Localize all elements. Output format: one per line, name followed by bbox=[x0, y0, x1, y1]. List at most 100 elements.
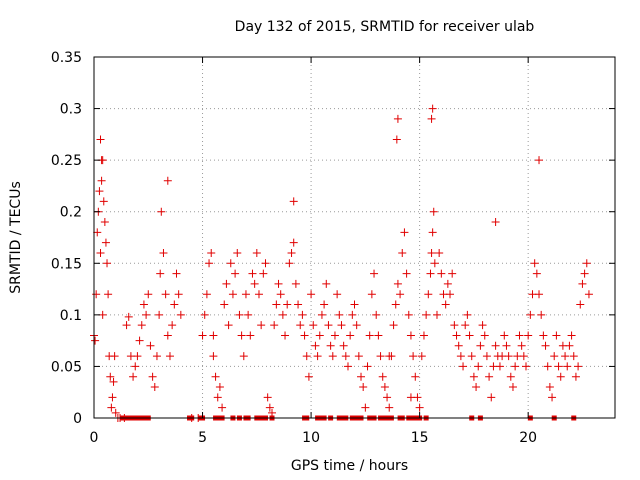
axis-tick-labels: 0 0.05 0.1 0.15 0.2 0.25 0.3 0.35 0 5 10 15 20 bbox=[51, 50, 537, 446]
y-axis-label: SRMTID / TECUs bbox=[8, 181, 24, 294]
plot-frame bbox=[93, 56, 616, 419]
data-point bbox=[370, 269, 379, 278]
data-point bbox=[100, 218, 109, 227]
data-point bbox=[569, 352, 578, 361]
data-point bbox=[246, 331, 255, 340]
data-point bbox=[263, 393, 272, 402]
data-point bbox=[237, 331, 246, 340]
data-point bbox=[348, 310, 357, 319]
data-point bbox=[313, 352, 322, 361]
data-point bbox=[200, 310, 209, 319]
data-point bbox=[205, 259, 214, 268]
data-point bbox=[104, 290, 113, 299]
data-point bbox=[278, 310, 287, 319]
data-point bbox=[317, 310, 326, 319]
data-point bbox=[480, 331, 489, 340]
data-point bbox=[341, 352, 350, 361]
data-point bbox=[250, 279, 259, 288]
data-point bbox=[150, 383, 159, 392]
data-point bbox=[207, 248, 216, 257]
data-point bbox=[163, 176, 172, 185]
data-point bbox=[491, 341, 500, 350]
data-point bbox=[106, 372, 115, 381]
data-point bbox=[241, 290, 250, 299]
data-point bbox=[350, 300, 359, 309]
data-point bbox=[374, 331, 383, 340]
data-point bbox=[508, 383, 517, 392]
data-point bbox=[161, 290, 170, 299]
data-point bbox=[543, 362, 552, 371]
data-point bbox=[144, 290, 153, 299]
data-point bbox=[367, 290, 376, 299]
data-point bbox=[428, 228, 437, 237]
data-point bbox=[131, 362, 140, 371]
data-point bbox=[235, 310, 244, 319]
data-point bbox=[448, 269, 457, 278]
data-point bbox=[92, 290, 101, 299]
data-point bbox=[146, 341, 155, 350]
data-point bbox=[307, 290, 316, 299]
data-point bbox=[91, 336, 100, 345]
data-point bbox=[380, 383, 389, 392]
data-point bbox=[320, 300, 329, 309]
x-tick-label: 20 bbox=[519, 430, 537, 446]
data-point bbox=[294, 300, 303, 309]
data-point bbox=[228, 290, 237, 299]
data-point bbox=[391, 300, 400, 309]
data-point bbox=[108, 393, 117, 402]
data-point bbox=[328, 352, 337, 361]
data-point bbox=[456, 352, 465, 361]
y-tick-label: 0.25 bbox=[51, 153, 82, 169]
data-point bbox=[532, 269, 541, 278]
data-point bbox=[176, 310, 185, 319]
data-point bbox=[168, 321, 177, 330]
data-point bbox=[424, 290, 433, 299]
data-point bbox=[339, 341, 348, 350]
data-point bbox=[393, 114, 402, 123]
data-point bbox=[174, 290, 183, 299]
data-point bbox=[432, 310, 441, 319]
data-point bbox=[506, 372, 515, 381]
data-point bbox=[437, 269, 446, 278]
data-point bbox=[443, 279, 452, 288]
data-point bbox=[287, 248, 296, 257]
data-points bbox=[90, 104, 593, 422]
data-point bbox=[239, 352, 248, 361]
y-tick-label: 0.3 bbox=[60, 102, 82, 118]
data-point bbox=[326, 341, 335, 350]
data-point bbox=[222, 279, 231, 288]
data-point bbox=[372, 310, 381, 319]
data-point bbox=[107, 403, 116, 412]
data-point bbox=[110, 352, 119, 361]
data-point bbox=[101, 238, 110, 247]
data-point bbox=[465, 331, 474, 340]
grid-lines bbox=[94, 57, 615, 418]
data-point bbox=[220, 300, 229, 309]
data-point bbox=[495, 362, 504, 371]
data-point bbox=[98, 310, 107, 319]
data-point bbox=[343, 362, 352, 371]
x-tick-label: 5 bbox=[198, 430, 207, 446]
data-point bbox=[129, 372, 138, 381]
data-point bbox=[491, 218, 500, 227]
data-point bbox=[274, 279, 283, 288]
data-point bbox=[504, 352, 513, 361]
data-point bbox=[111, 408, 120, 417]
data-point bbox=[109, 377, 118, 386]
data-point bbox=[337, 321, 346, 330]
data-point bbox=[565, 341, 574, 350]
data-point bbox=[285, 259, 294, 268]
data-point bbox=[257, 321, 266, 330]
data-point bbox=[330, 331, 339, 340]
data-point bbox=[365, 331, 374, 340]
data-point bbox=[378, 372, 387, 381]
data-point bbox=[233, 248, 242, 257]
data-point bbox=[469, 372, 478, 381]
data-point bbox=[567, 331, 576, 340]
data-point bbox=[157, 207, 166, 216]
data-point bbox=[215, 383, 224, 392]
data-point bbox=[526, 310, 535, 319]
data-point bbox=[135, 336, 144, 345]
data-point bbox=[133, 352, 142, 361]
